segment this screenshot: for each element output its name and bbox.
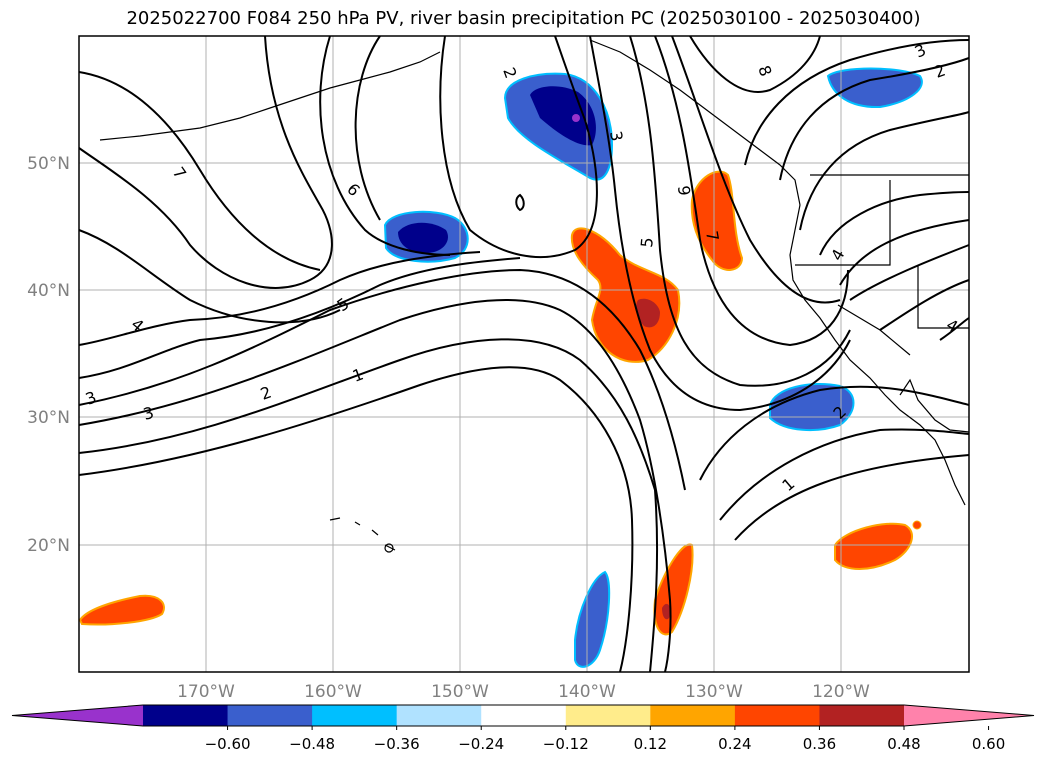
- lon-label: 140°W: [558, 682, 616, 702]
- coastlines: [99, 39, 970, 553]
- colorbar-tick-label: −0.60: [205, 735, 251, 753]
- colorbar-tick-label: 0.12: [634, 735, 667, 753]
- colorbar: −0.60 −0.48 −0.36 −0.24 −0.12 0.12 0.24 0.36 0.4…: [11, 704, 1035, 753]
- colorbar-extend-min: [12, 705, 143, 726]
- lon-label: 150°W: [431, 682, 489, 702]
- lon-label: 120°W: [812, 682, 870, 702]
- lat-label: 20°N: [27, 536, 70, 556]
- contour-label: 3: [141, 403, 156, 424]
- colorbar-tick-label: −0.36: [374, 735, 420, 753]
- colorbar-extend-max: [904, 705, 1034, 726]
- colorbar-segment: [734, 705, 820, 726]
- pv-contours: [78, 35, 970, 673]
- contour-label: 7: [702, 229, 722, 242]
- longitude-labels: 170°W 160°W 150°W 140°W 130°W 120°W: [177, 682, 870, 702]
- colorbar-segment: [565, 705, 651, 726]
- colorbar-tick-label: −0.48: [289, 735, 335, 753]
- latitude-labels: 50°N 40°N 30°N 20°N: [27, 154, 70, 556]
- colorbar-tick-label: 0.60: [972, 735, 1005, 753]
- contour-label: 5: [637, 237, 657, 249]
- map-title: 2025022700 F084 250 hPa PV, river basin …: [126, 8, 921, 29]
- lat-label: 30°N: [27, 408, 70, 428]
- lon-label: 170°W: [177, 682, 235, 702]
- colorbar-segment: [143, 705, 229, 726]
- colorbar-outline: [11, 704, 1035, 727]
- map-area: [79, 36, 969, 672]
- colorbar-tick-label: 0.48: [887, 735, 920, 753]
- precip-positive-regions: [78, 170, 922, 636]
- lat-label: 40°N: [27, 281, 70, 301]
- colorbar-segment: [481, 705, 567, 726]
- map-gridlines: [79, 36, 969, 672]
- map-frame: [78, 35, 970, 673]
- colorbar-segment: [312, 705, 398, 726]
- lon-label: 160°W: [304, 682, 362, 702]
- lon-label: 130°W: [685, 682, 743, 702]
- colorbar-tick-label: −0.24: [458, 735, 504, 753]
- colorbar-tick-label: −0.12: [543, 735, 589, 753]
- colorbar-segment: [227, 705, 313, 726]
- lat-label: 50°N: [27, 154, 70, 174]
- colorbar-segment: [819, 705, 905, 726]
- contour-label: 9: [674, 185, 694, 197]
- contour-label: 3: [606, 129, 626, 142]
- colorbar-tick-label: 0.24: [718, 735, 751, 753]
- colorbar-segment: [650, 705, 736, 726]
- colorbar-tick-label: 0.36: [803, 735, 836, 753]
- colorbar-segment: [396, 705, 482, 726]
